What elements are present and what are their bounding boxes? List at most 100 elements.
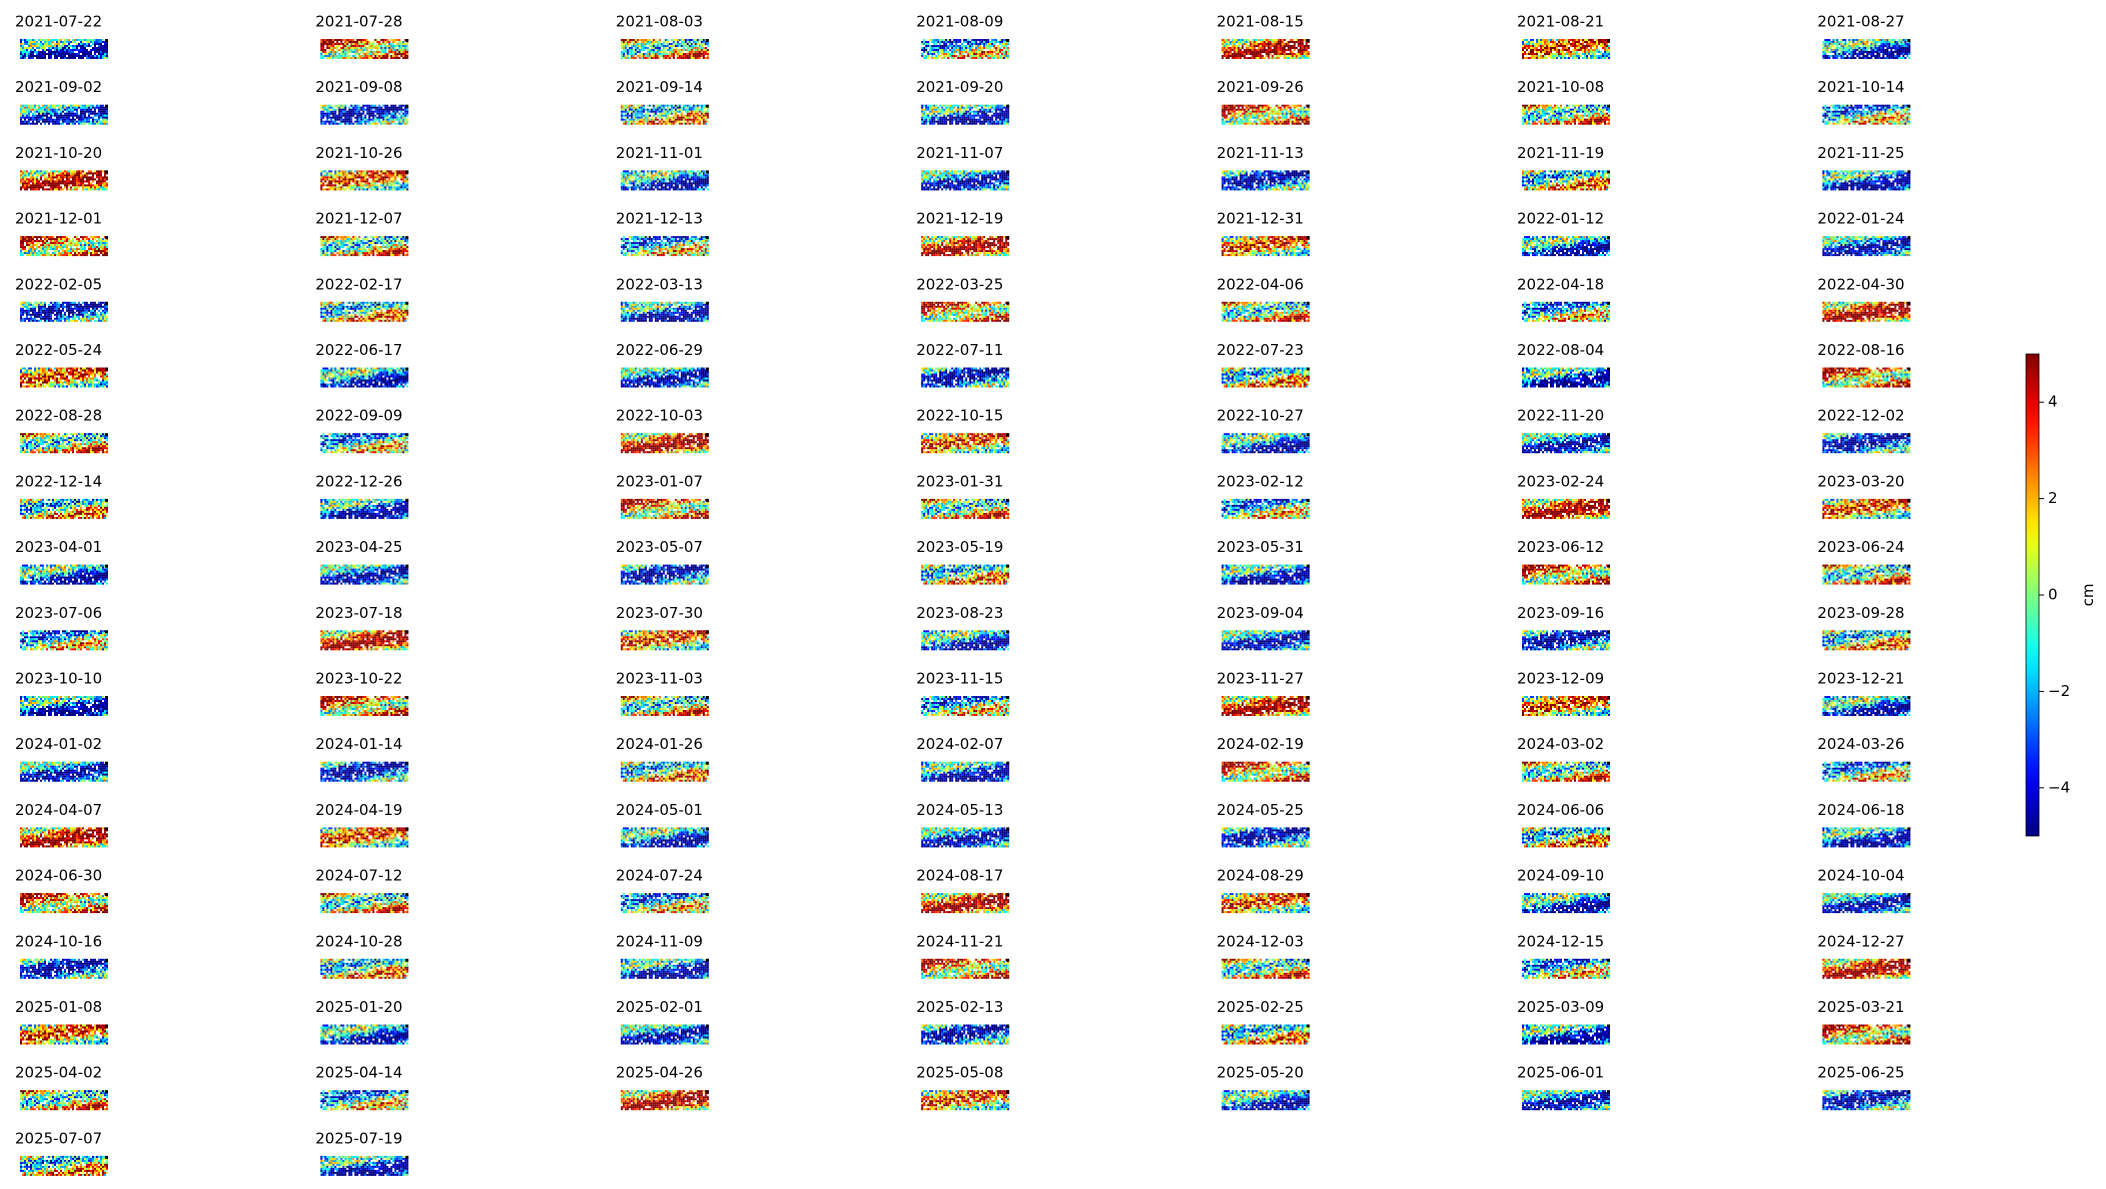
thumbnail (1522, 564, 1610, 585)
panel-title: 2025-07-19 (315, 1129, 402, 1147)
panel-title: 2025-01-08 (15, 998, 102, 1016)
thumbnail (1522, 827, 1610, 848)
panel-title: 2025-04-26 (616, 1064, 703, 1082)
thumbnail (20, 1024, 108, 1045)
thumbnail (1522, 104, 1610, 125)
thumbnail (320, 564, 409, 585)
thumbnail (1221, 630, 1310, 651)
thumbnail (1221, 104, 1310, 125)
panel-title: 2021-12-19 (916, 210, 1003, 228)
thumbnail (921, 630, 1010, 651)
thumbnail (921, 893, 1010, 914)
thumbnail (1822, 893, 1911, 914)
panel-title: 2022-12-26 (315, 472, 402, 490)
thumbnail (20, 630, 108, 651)
panel-title: 2025-06-01 (1517, 1064, 1604, 1082)
thumbnail (1522, 696, 1610, 716)
thumbnail (1522, 433, 1610, 454)
panel-title: 2023-05-31 (1217, 538, 1304, 556)
thumbnail (921, 564, 1010, 585)
panel-title: 2021-08-09 (916, 13, 1003, 31)
thumbnail (320, 893, 409, 914)
thumbnail (1522, 958, 1610, 979)
colorbar-label: cm (2079, 584, 2097, 607)
thumbnail (1822, 761, 1911, 782)
thumbnail (20, 498, 108, 519)
thumbnail (1221, 170, 1310, 191)
thumbnail (1221, 827, 1310, 848)
panel-title: 2022-04-30 (1817, 275, 1904, 293)
panel-title: 2021-09-20 (916, 78, 1003, 96)
thumbnail (320, 433, 409, 454)
panel-title: 2022-06-29 (616, 341, 703, 359)
panel-title: 2022-06-17 (315, 341, 402, 359)
panel-title: 2023-06-12 (1517, 538, 1604, 556)
colorbar (2025, 353, 2040, 837)
panel-title: 2024-12-03 (1217, 932, 1304, 950)
colorbar-tick-label: −2 (2048, 682, 2070, 700)
panel-title: 2022-04-18 (1517, 275, 1604, 293)
thumbnail (1822, 564, 1911, 585)
thumbnail (320, 301, 409, 322)
panel-title: 2023-04-25 (315, 538, 402, 556)
panel-title: 2021-12-01 (15, 210, 102, 228)
panel-title: 2023-10-22 (315, 670, 402, 688)
thumbnail (620, 1024, 709, 1045)
thumbnail (620, 39, 709, 59)
colorbar-tick-label: −4 (2048, 778, 2070, 796)
panel-title: 2024-02-07 (916, 735, 1003, 753)
thumbnail (1522, 236, 1610, 257)
panel-title: 2025-04-14 (315, 1064, 402, 1082)
panel-title: 2024-06-30 (15, 867, 102, 885)
thumbnail (620, 367, 709, 388)
panel-title: 2021-12-07 (315, 210, 402, 228)
panel-title: 2022-02-17 (315, 275, 402, 293)
panel-title: 2021-10-08 (1517, 78, 1604, 96)
panel-title: 2022-09-09 (315, 407, 402, 425)
panel-title: 2025-06-25 (1817, 1064, 1904, 1082)
panel-title: 2021-09-14 (616, 78, 703, 96)
panel-title: 2022-07-23 (1217, 341, 1304, 359)
thumbnail (1822, 498, 1911, 519)
thumbnail (320, 236, 409, 257)
panel-title: 2025-07-07 (15, 1129, 102, 1147)
panel-title: 2022-02-05 (15, 275, 102, 293)
thumbnail (921, 696, 1010, 716)
panel-title: 2022-12-02 (1817, 407, 1904, 425)
thumbnail (20, 1155, 108, 1176)
thumbnail (1522, 761, 1610, 782)
thumbnail (620, 827, 709, 848)
thumbnail (1221, 893, 1310, 914)
thumbnail (320, 498, 409, 519)
thumbnail (320, 1090, 409, 1111)
thumbnail (620, 761, 709, 782)
panel-title: 2023-03-20 (1817, 472, 1904, 490)
thumbnail (1822, 367, 1911, 388)
thumbnail (921, 827, 1010, 848)
panel-title: 2024-10-04 (1817, 867, 1904, 885)
panel-title: 2023-11-03 (616, 670, 703, 688)
panel-title: 2024-01-26 (616, 735, 703, 753)
thumbnail (921, 761, 1010, 782)
panel-title: 2024-10-28 (315, 932, 402, 950)
panel-title: 2022-08-16 (1817, 341, 1904, 359)
panel-title: 2022-03-25 (916, 275, 1003, 293)
panel-title: 2021-10-14 (1817, 78, 1904, 96)
panel-title: 2022-07-11 (916, 341, 1003, 359)
panel-title: 2022-08-28 (15, 407, 102, 425)
thumbnail (1522, 39, 1610, 59)
panel-title: 2024-06-18 (1817, 801, 1904, 819)
thumbnail (921, 367, 1010, 388)
thumbnail (620, 1090, 709, 1111)
thumbnail (1221, 498, 1310, 519)
panel-title: 2023-11-15 (916, 670, 1003, 688)
panel-title: 2025-02-01 (616, 998, 703, 1016)
thumbnail (1221, 696, 1310, 716)
thumbnail (20, 236, 108, 257)
panel-title: 2025-05-20 (1217, 1064, 1304, 1082)
thumbnail (320, 827, 409, 848)
thumbnail (1822, 236, 1911, 257)
panel-title: 2025-05-08 (916, 1064, 1003, 1082)
panel-title: 2024-12-15 (1517, 932, 1604, 950)
